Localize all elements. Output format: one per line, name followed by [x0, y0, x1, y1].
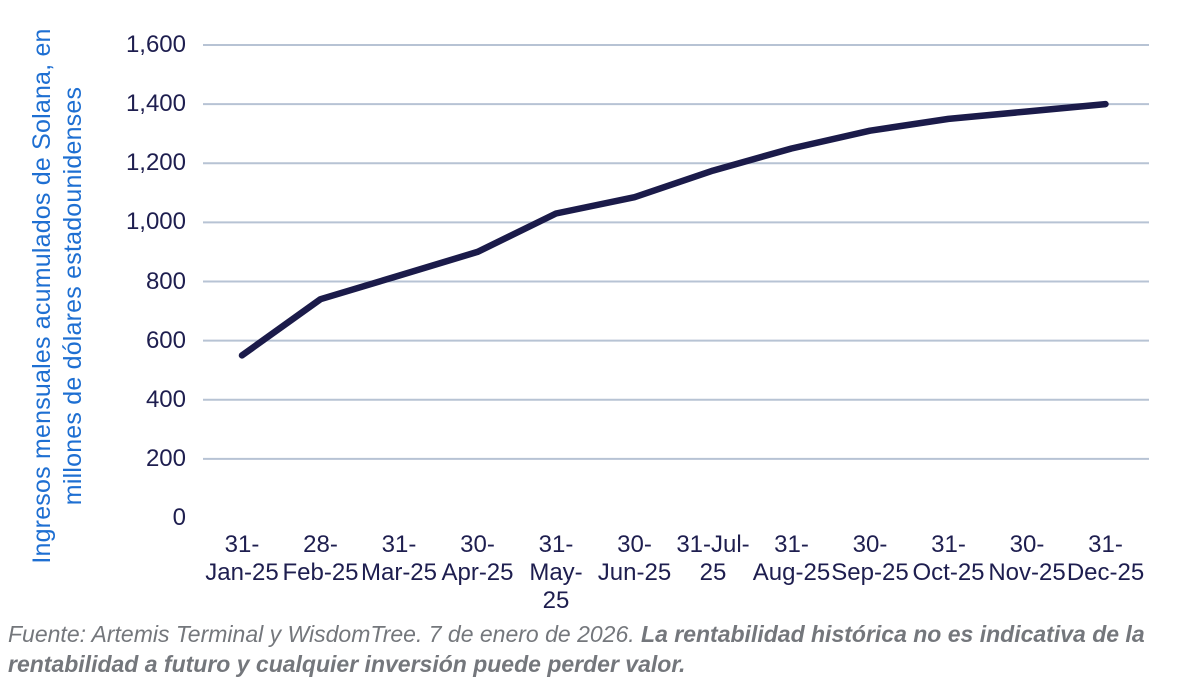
x-tick-label: 30- Nov-25 — [988, 531, 1066, 586]
x-tick-label: 31- Aug-25 — [752, 531, 831, 586]
y-tick-label: 0 — [172, 504, 186, 531]
x-tick-label: 30- Jun-25 — [597, 531, 672, 586]
source-text: Fuente: Artemis Terminal y WisdomTree. 7… — [8, 621, 642, 647]
x-tick-label: 30- Apr-25 — [441, 531, 514, 586]
x-tick-label: 31- May- 25 — [529, 531, 583, 614]
revenue-line-series — [238, 100, 1109, 359]
source-note: Fuente: Artemis Terminal y WisdomTree. 7… — [8, 619, 1188, 679]
y-tick-label: 800 — [145, 267, 186, 295]
y-tick-label: 1,600 — [125, 31, 186, 58]
disclaimer-text: La rentabilidad histórica no es indicati… — [8, 621, 1145, 677]
x-tick-label: 31- Jan-25 — [205, 531, 279, 586]
x-tick-label: 28- Feb-25 — [282, 531, 359, 586]
y-tick-label: 1,200 — [125, 149, 186, 177]
y-tick-label: 400 — [145, 385, 186, 413]
x-tick-label: 31-Jul- 25 — [676, 531, 750, 586]
x-tick-label: 31- Oct-25 — [912, 531, 985, 586]
y-tick-label: 1,400 — [125, 90, 186, 118]
x-tick-label: 31- Mar-25 — [360, 531, 438, 586]
x-tick-label: 31- Dec-25 — [1066, 531, 1145, 586]
y-tick-label: 1,000 — [125, 208, 186, 236]
y-tick-label: 200 — [145, 444, 186, 472]
x-tick-label: 30- Sep-25 — [831, 531, 909, 586]
y-tick-label: 600 — [145, 326, 186, 354]
